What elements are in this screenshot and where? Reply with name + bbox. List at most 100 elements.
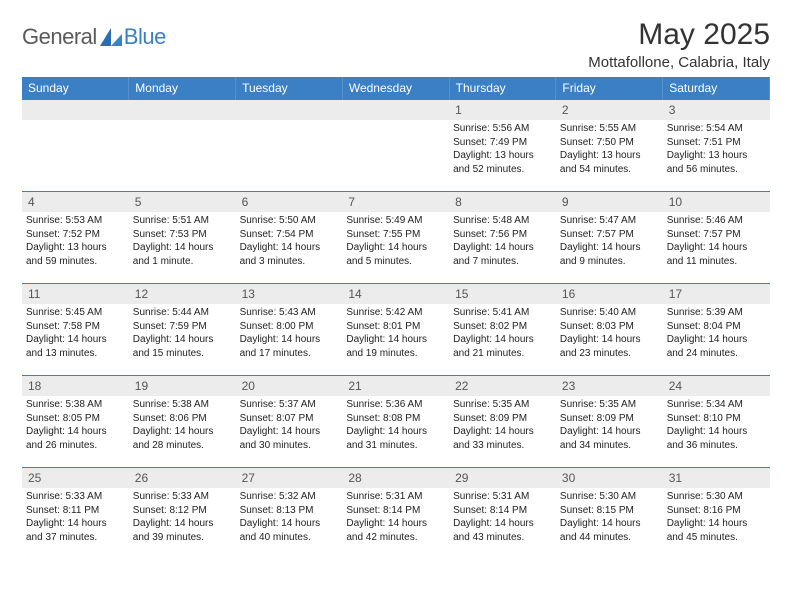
daylight-text: Daylight: 14 hours and 15 minutes. [133, 333, 232, 360]
sunrise-text: Sunrise: 5:44 AM [133, 306, 232, 320]
sunrise-text: Sunrise: 5:33 AM [133, 490, 232, 504]
sunrise-text: Sunrise: 5:31 AM [346, 490, 445, 504]
day-details: Sunrise: 5:40 AMSunset: 8:03 PMDaylight:… [556, 304, 663, 362]
sunrise-text: Sunrise: 5:55 AM [560, 122, 659, 136]
day-details: Sunrise: 5:31 AMSunset: 8:14 PMDaylight:… [342, 488, 449, 546]
day-details: Sunrise: 5:41 AMSunset: 8:02 PMDaylight:… [449, 304, 556, 362]
calendar-day-cell: 9Sunrise: 5:47 AMSunset: 7:57 PMDaylight… [556, 192, 663, 284]
sunset-text: Sunset: 8:11 PM [26, 504, 125, 518]
calendar-day-cell: 14Sunrise: 5:42 AMSunset: 8:01 PMDayligh… [342, 284, 449, 376]
sunrise-text: Sunrise: 5:37 AM [240, 398, 339, 412]
weekday-header-row: Sunday Monday Tuesday Wednesday Thursday… [22, 77, 770, 100]
day-number: 29 [449, 468, 556, 488]
daylight-text: Daylight: 14 hours and 7 minutes. [453, 241, 552, 268]
weekday-header: Tuesday [236, 77, 343, 100]
day-number: 12 [129, 284, 236, 304]
sunset-text: Sunset: 7:58 PM [26, 320, 125, 334]
daylight-text: Daylight: 14 hours and 42 minutes. [346, 517, 445, 544]
day-details: Sunrise: 5:43 AMSunset: 8:00 PMDaylight:… [236, 304, 343, 362]
day-details: Sunrise: 5:53 AMSunset: 7:52 PMDaylight:… [22, 212, 129, 270]
day-number: 1 [449, 100, 556, 120]
sunrise-text: Sunrise: 5:39 AM [667, 306, 766, 320]
sunrise-text: Sunrise: 5:48 AM [453, 214, 552, 228]
sunrise-text: Sunrise: 5:40 AM [560, 306, 659, 320]
day-number: 3 [663, 100, 770, 120]
day-details: Sunrise: 5:50 AMSunset: 7:54 PMDaylight:… [236, 212, 343, 270]
calendar-day-cell [342, 100, 449, 192]
day-number: 31 [663, 468, 770, 488]
calendar-day-cell: 25Sunrise: 5:33 AMSunset: 8:11 PMDayligh… [22, 468, 129, 560]
daylight-text: Daylight: 14 hours and 45 minutes. [667, 517, 766, 544]
sunset-text: Sunset: 7:50 PM [560, 136, 659, 150]
daylight-text: Daylight: 14 hours and 26 minutes. [26, 425, 125, 452]
sunset-text: Sunset: 8:03 PM [560, 320, 659, 334]
day-details: Sunrise: 5:33 AMSunset: 8:12 PMDaylight:… [129, 488, 236, 546]
logo-sail-icon [100, 28, 122, 46]
daylight-text: Daylight: 14 hours and 9 minutes. [560, 241, 659, 268]
daylight-text: Daylight: 13 hours and 56 minutes. [667, 149, 766, 176]
location-subtitle: Mottafollone, Calabria, Italy [588, 54, 770, 71]
calendar-day-cell: 17Sunrise: 5:39 AMSunset: 8:04 PMDayligh… [663, 284, 770, 376]
weekday-header: Sunday [22, 77, 129, 100]
calendar-week-row: 11Sunrise: 5:45 AMSunset: 7:58 PMDayligh… [22, 284, 770, 376]
weekday-header: Wednesday [342, 77, 449, 100]
day-number [236, 100, 343, 120]
sunrise-text: Sunrise: 5:36 AM [346, 398, 445, 412]
daylight-text: Daylight: 14 hours and 3 minutes. [240, 241, 339, 268]
day-number: 25 [22, 468, 129, 488]
calendar-day-cell: 6Sunrise: 5:50 AMSunset: 7:54 PMDaylight… [236, 192, 343, 284]
day-number: 13 [236, 284, 343, 304]
day-details: Sunrise: 5:38 AMSunset: 8:05 PMDaylight:… [22, 396, 129, 454]
day-details: Sunrise: 5:45 AMSunset: 7:58 PMDaylight:… [22, 304, 129, 362]
weekday-header: Thursday [449, 77, 556, 100]
calendar-week-row: 18Sunrise: 5:38 AMSunset: 8:05 PMDayligh… [22, 376, 770, 468]
day-details: Sunrise: 5:31 AMSunset: 8:14 PMDaylight:… [449, 488, 556, 546]
daylight-text: Daylight: 14 hours and 28 minutes. [133, 425, 232, 452]
calendar-week-row: 4Sunrise: 5:53 AMSunset: 7:52 PMDaylight… [22, 192, 770, 284]
sunrise-text: Sunrise: 5:35 AM [453, 398, 552, 412]
day-details: Sunrise: 5:33 AMSunset: 8:11 PMDaylight:… [22, 488, 129, 546]
day-number: 2 [556, 100, 663, 120]
daylight-text: Daylight: 14 hours and 31 minutes. [346, 425, 445, 452]
day-details: Sunrise: 5:51 AMSunset: 7:53 PMDaylight:… [129, 212, 236, 270]
day-number: 28 [342, 468, 449, 488]
sunrise-text: Sunrise: 5:47 AM [560, 214, 659, 228]
day-number: 5 [129, 192, 236, 212]
day-details: Sunrise: 5:37 AMSunset: 8:07 PMDaylight:… [236, 396, 343, 454]
daylight-text: Daylight: 14 hours and 5 minutes. [346, 241, 445, 268]
day-details: Sunrise: 5:30 AMSunset: 8:16 PMDaylight:… [663, 488, 770, 546]
day-details: Sunrise: 5:46 AMSunset: 7:57 PMDaylight:… [663, 212, 770, 270]
weekday-header: Friday [556, 77, 663, 100]
day-number: 9 [556, 192, 663, 212]
sunset-text: Sunset: 8:14 PM [453, 504, 552, 518]
day-number [129, 100, 236, 120]
day-number: 30 [556, 468, 663, 488]
sunrise-text: Sunrise: 5:43 AM [240, 306, 339, 320]
daylight-text: Daylight: 14 hours and 34 minutes. [560, 425, 659, 452]
sunset-text: Sunset: 7:57 PM [667, 228, 766, 242]
day-details: Sunrise: 5:55 AMSunset: 7:50 PMDaylight:… [556, 120, 663, 178]
title-block: May 2025 Mottafollone, Calabria, Italy [588, 18, 770, 71]
day-details: Sunrise: 5:36 AMSunset: 8:08 PMDaylight:… [342, 396, 449, 454]
day-number: 27 [236, 468, 343, 488]
calendar-day-cell: 1Sunrise: 5:56 AMSunset: 7:49 PMDaylight… [449, 100, 556, 192]
day-number: 23 [556, 376, 663, 396]
day-details: Sunrise: 5:30 AMSunset: 8:15 PMDaylight:… [556, 488, 663, 546]
daylight-text: Daylight: 14 hours and 33 minutes. [453, 425, 552, 452]
sunrise-text: Sunrise: 5:41 AM [453, 306, 552, 320]
calendar-day-cell: 11Sunrise: 5:45 AMSunset: 7:58 PMDayligh… [22, 284, 129, 376]
calendar-day-cell: 24Sunrise: 5:34 AMSunset: 8:10 PMDayligh… [663, 376, 770, 468]
sunset-text: Sunset: 8:16 PM [667, 504, 766, 518]
sunset-text: Sunset: 8:10 PM [667, 412, 766, 426]
calendar-week-row: 1Sunrise: 5:56 AMSunset: 7:49 PMDaylight… [22, 100, 770, 192]
sunrise-text: Sunrise: 5:38 AM [26, 398, 125, 412]
day-details: Sunrise: 5:35 AMSunset: 8:09 PMDaylight:… [449, 396, 556, 454]
month-title: May 2025 [588, 18, 770, 52]
daylight-text: Daylight: 14 hours and 44 minutes. [560, 517, 659, 544]
sunrise-text: Sunrise: 5:33 AM [26, 490, 125, 504]
daylight-text: Daylight: 14 hours and 13 minutes. [26, 333, 125, 360]
day-details: Sunrise: 5:39 AMSunset: 8:04 PMDaylight:… [663, 304, 770, 362]
daylight-text: Daylight: 14 hours and 39 minutes. [133, 517, 232, 544]
sunset-text: Sunset: 8:09 PM [560, 412, 659, 426]
sunset-text: Sunset: 8:05 PM [26, 412, 125, 426]
